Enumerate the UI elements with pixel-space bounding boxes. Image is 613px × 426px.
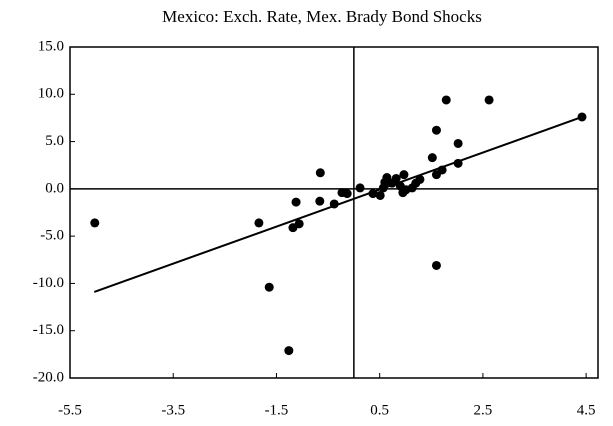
chart-title: Mexico: Exch. Rate, Mex. Brady Bond Shoc… [162,7,482,26]
point [368,189,378,199]
point [441,95,451,105]
x-tick-label: 4.5 [577,402,596,418]
point [484,95,494,105]
y-tick-label: -20.0 [33,369,64,385]
point [427,153,437,163]
y-tick-label: 15.0 [38,38,64,54]
point [577,112,587,122]
y-tick-label: 5.0 [45,133,64,149]
point [284,346,294,356]
point [342,189,352,199]
point [415,174,425,184]
point [264,282,274,292]
point [291,197,301,207]
point [90,218,100,228]
y-tick-label: 0.0 [45,180,64,196]
point [355,183,365,193]
y-tick-label: 10.0 [38,86,64,102]
y-tick-label: -10.0 [33,275,64,291]
y-tick-label: -5.0 [40,228,64,244]
point [453,158,463,168]
y-tick-label: -15.0 [33,322,64,338]
x-tick-label: -1.5 [265,402,289,418]
point [315,196,325,206]
point [391,173,401,183]
x-tick-label: -5.5 [58,402,82,418]
x-tick-label: 0.5 [370,402,389,418]
point [315,168,325,178]
point [294,219,304,229]
point [431,125,441,135]
point [431,260,441,270]
point [453,138,463,148]
x-tick-label: 2.5 [474,402,493,418]
point [437,165,447,175]
point [254,218,264,228]
x-tick-label: -3.5 [161,402,185,418]
point [399,170,409,180]
point [329,199,339,209]
point [375,190,385,200]
plot-frame [69,46,599,379]
